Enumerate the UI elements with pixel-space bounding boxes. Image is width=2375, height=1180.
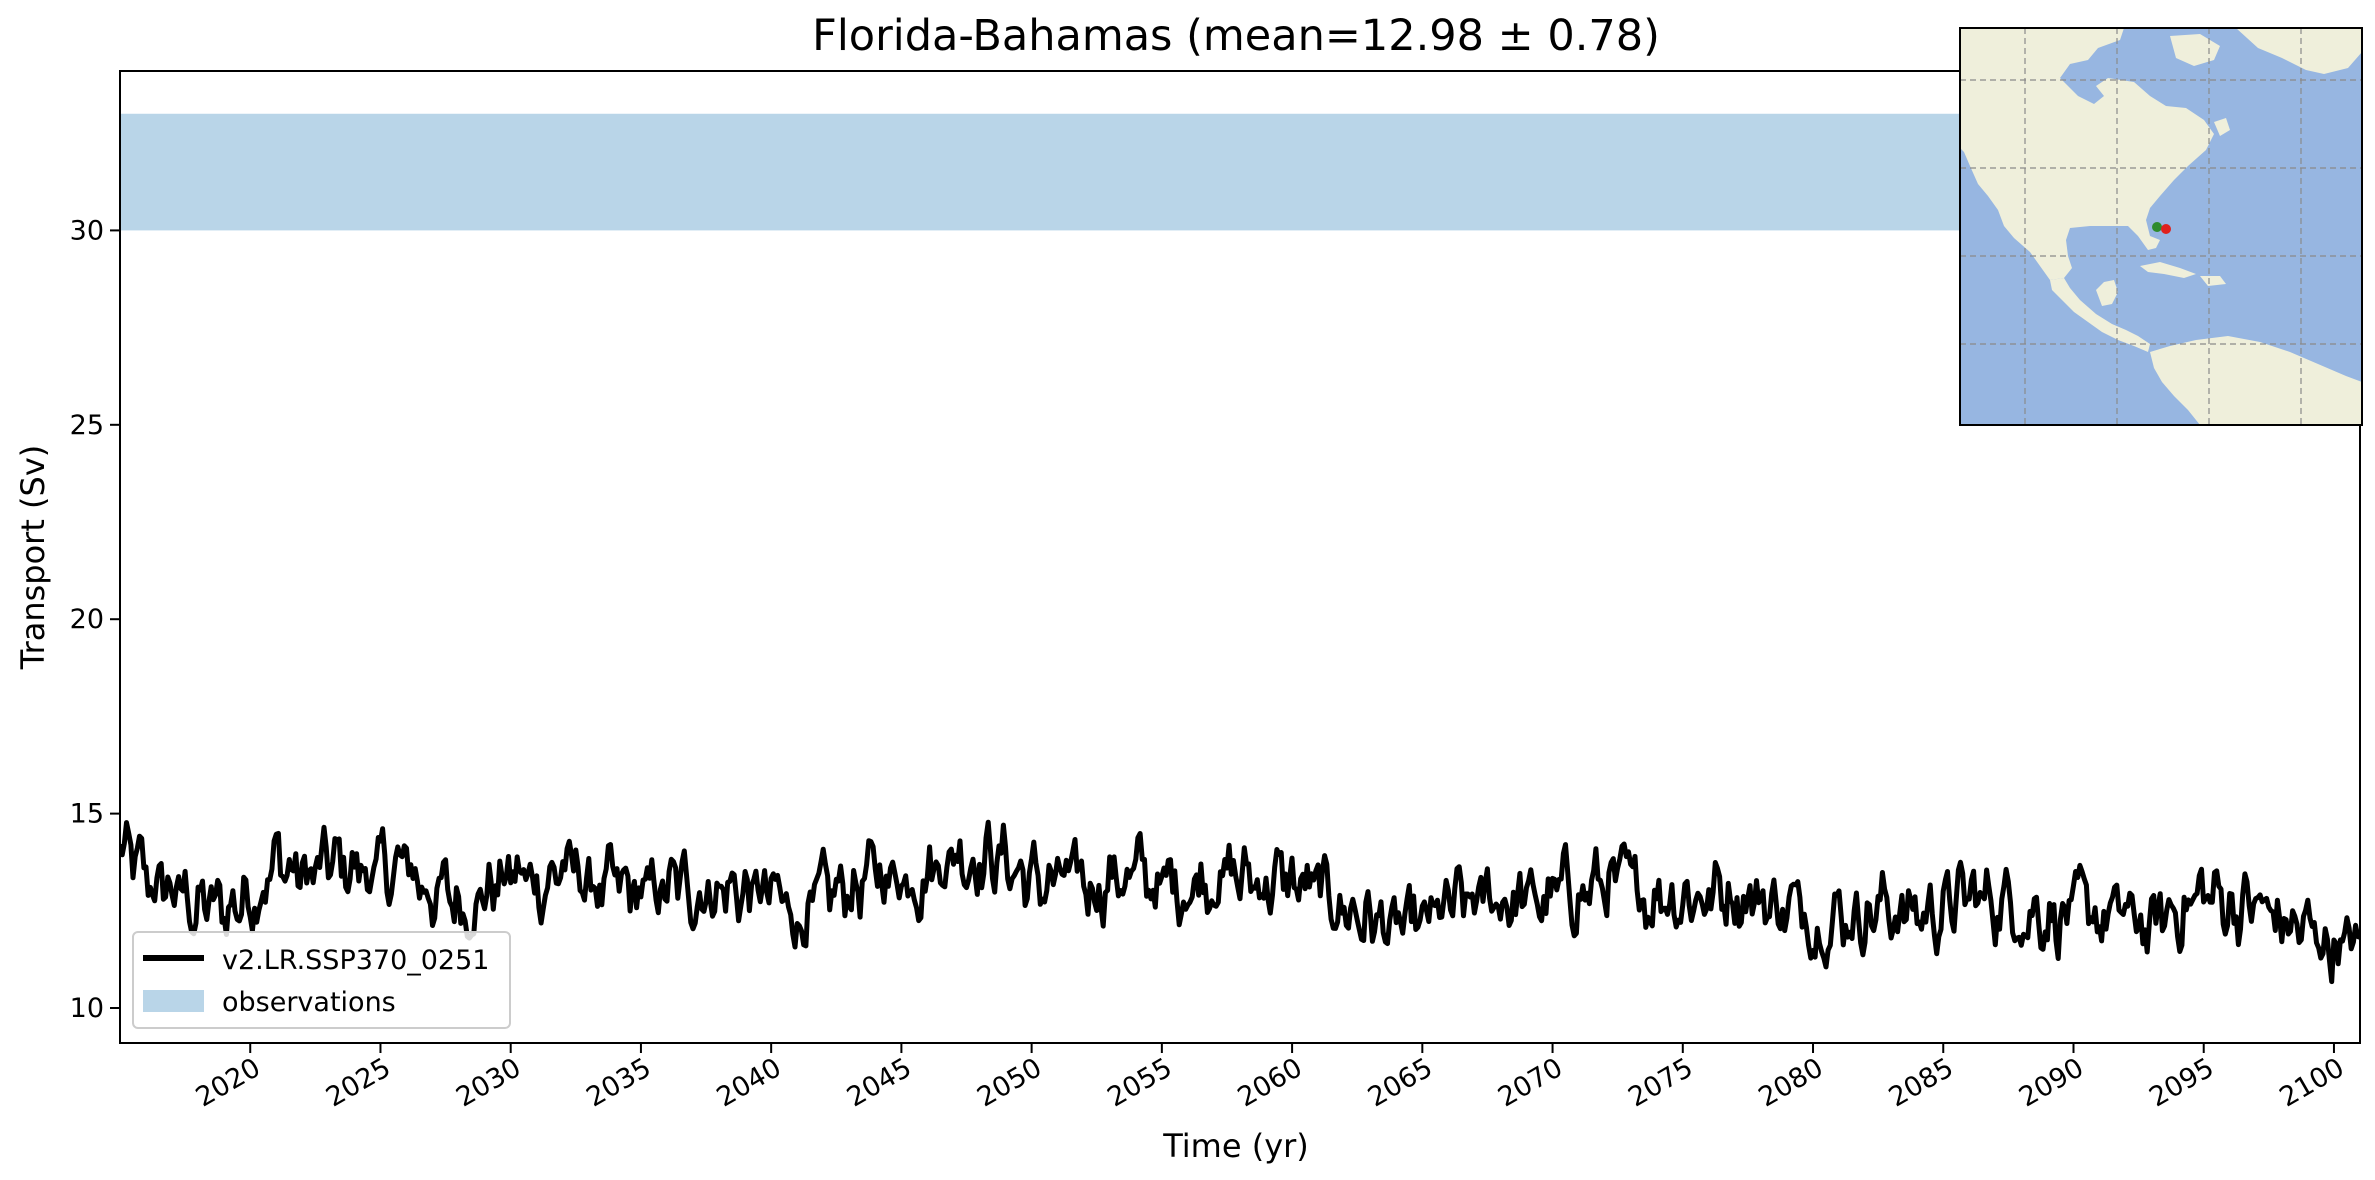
- hispaniola-landmass: [2200, 276, 2226, 286]
- newfoundland-landmass: [2214, 118, 2230, 136]
- map-land: [1960, 28, 2362, 425]
- y-tick-label: 15: [70, 799, 104, 830]
- legend-frame: [132, 931, 511, 1029]
- cuba-landmass: [2140, 262, 2196, 278]
- north-america-landmass: [1960, 28, 2214, 280]
- inset-map: [1959, 27, 2363, 426]
- legend-observations-swatch: [143, 990, 204, 1012]
- map-markers: [2152, 222, 2171, 234]
- chart-title: Florida-Bahamas (mean=12.98 ± 0.78): [812, 11, 1660, 61]
- y-tick-label: 10: [70, 993, 104, 1024]
- map-marker-section-end: [2161, 224, 2171, 234]
- legend-series-label: v2.LR.SSP370_0251: [222, 945, 489, 976]
- y-axis-label: Transport (Sv): [14, 445, 52, 671]
- y-tick-label: 30: [70, 215, 104, 246]
- south-america-landmass: [2150, 336, 2362, 425]
- yucatan-landmass: [2096, 280, 2118, 306]
- plot-frame: [119, 70, 2361, 1044]
- map-gridlines: [1960, 28, 2362, 425]
- y-tick-label: 20: [70, 604, 104, 635]
- baffin-landmass: [2170, 34, 2220, 66]
- legend-observations-label: observations: [222, 987, 396, 1018]
- central-america-landmass: [2050, 278, 2150, 352]
- greenland-landmass: [2236, 28, 2362, 74]
- y-axis: 10 15 20 25 30: [70, 215, 120, 1024]
- legend: v2.LR.SSP370_0251 observations: [132, 931, 511, 1029]
- series-line-v2.LR.SSP370_0251: [120, 819, 2360, 985]
- inset-map-frame: [1959, 27, 2363, 426]
- y-tick-label: 25: [70, 410, 104, 441]
- x-axis-label: Time (yr): [1162, 1127, 1309, 1165]
- map-marker-section-start: [2152, 222, 2162, 232]
